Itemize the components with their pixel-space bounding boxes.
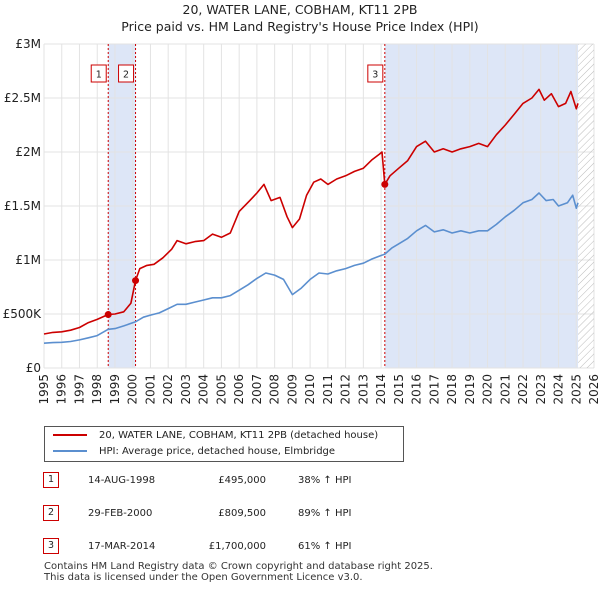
price-chart: 20, WATER LANE, COBHAM, KT11 2PB Price p… [3, 2, 600, 405]
y-tick-label: £0 [26, 361, 41, 375]
x-tick-label: 2023 [534, 374, 548, 405]
series-lines [43, 88, 579, 344]
sale-hpi-change: 89% ↑ HPI [298, 508, 352, 519]
sale-hpi-change: 38% ↑ HPI [298, 475, 352, 486]
footer-line: This data is licensed under the Open Gov… [44, 572, 363, 583]
y-tick-label: £500K [3, 307, 43, 321]
legend-swatch-hpi [53, 450, 87, 452]
forecast-hatch-area [578, 44, 594, 368]
y-tick-label: £1M [15, 253, 41, 267]
y-tick-label: £1.5M [4, 199, 41, 213]
x-axis: 1995 1996 1997 1998 1999 2000 2001 2002 2003 2004… [37, 374, 600, 405]
sale-hpi-change: 61% ↑ HPI [298, 541, 352, 552]
series-line [43, 88, 579, 335]
sale-label: 2 [123, 70, 129, 81]
x-tick-label: 1995 [37, 374, 51, 405]
x-tick-label: 1998 [90, 374, 104, 405]
x-tick-label: 2003 [179, 374, 193, 405]
x-tick-label: 2006 [232, 374, 246, 405]
sale-date: 14-AUG-1998 [88, 475, 156, 486]
x-tick-label: 2021 [498, 374, 512, 405]
legend: 20, WATER LANE, COBHAM, KT11 2PB (detach… [44, 426, 404, 462]
x-tick-label: 1999 [108, 374, 122, 405]
x-tick-label: 2022 [516, 374, 530, 405]
sale-price: £495,000 [218, 475, 266, 486]
sale-price: £809,500 [218, 508, 266, 519]
footer-attribution: Contains HM Land Registry data © Crown c… [44, 561, 433, 583]
x-tick-label: 2010 [303, 374, 317, 405]
legend-item-property: 20, WATER LANE, COBHAM, KT11 2PB (detach… [53, 430, 378, 441]
x-tick-label: 2017 [427, 374, 441, 405]
x-tick-label: 2005 [214, 374, 228, 405]
sale-price: £1,700,000 [208, 541, 266, 552]
sale-row: 2 29-FEB-2000 £809,500 89% ↑ HPI [0, 505, 600, 525]
sale-row: 1 14-AUG-1998 £495,000 38% ↑ HPI [0, 472, 600, 492]
x-tick-label: 2013 [356, 374, 370, 405]
sale-point [104, 311, 112, 319]
x-tick-label: 2002 [161, 374, 175, 405]
chart-subtitle: Price paid vs. HM Land Registry's House … [121, 19, 478, 34]
sale-markers: 1 2 3 [90, 64, 389, 319]
x-tick-label: 2024 [552, 374, 566, 405]
x-tick-label: 2012 [339, 374, 353, 405]
sale-number-badge: 2 [43, 505, 59, 521]
sale-point [132, 277, 140, 285]
sale-label: 3 [372, 70, 378, 81]
x-tick-label: 1997 [72, 374, 86, 405]
legend-swatch-property [53, 434, 87, 436]
sale-number-badge: 1 [43, 472, 59, 488]
x-tick-label: 2025 [569, 374, 583, 405]
sale-label: 1 [96, 70, 102, 81]
sale-date: 17-MAR-2014 [88, 541, 156, 552]
x-tick-label: 2009 [285, 374, 299, 405]
legend-label-hpi: HPI: Average price, detached house, Elmb… [99, 446, 336, 457]
legend-label-property: 20, WATER LANE, COBHAM, KT11 2PB (detach… [99, 430, 379, 441]
forecast-hatch [578, 44, 594, 368]
x-tick-label: 1996 [55, 374, 69, 405]
y-tick-label: £2.5M [4, 91, 41, 105]
y-axis: £0 £500K £1M £1.5M £2M £2.5M £3M [3, 37, 43, 375]
sale-label-box [90, 64, 107, 83]
series-line [43, 192, 579, 344]
sale-label-box [118, 64, 135, 83]
legend-item-hpi: HPI: Average price, detached house, Elmb… [53, 446, 335, 457]
sale-point [381, 180, 389, 188]
sale-label-box [367, 64, 384, 83]
x-tick-label: 2018 [445, 374, 459, 405]
x-tick-label: 2000 [126, 374, 140, 405]
x-tick-label: 2016 [410, 374, 424, 405]
sale-row: 3 17-MAR-2014 £1,700,000 61% ↑ HPI [0, 538, 600, 558]
x-tick-label: 2014 [374, 374, 388, 405]
x-tick-label: 2008 [268, 374, 282, 405]
x-tick-label: 2026 [587, 374, 600, 405]
y-tick-label: £3M [15, 37, 41, 51]
x-tick-label: 2007 [250, 374, 264, 405]
sale-number-badge: 3 [43, 538, 59, 554]
sale-date: 29-FEB-2000 [88, 508, 153, 519]
x-tick-label: 2004 [197, 374, 211, 405]
chart-title: 20, WATER LANE, COBHAM, KT11 2PB [183, 2, 418, 17]
x-tick-label: 2019 [463, 374, 477, 405]
y-tick-label: £2M [15, 145, 41, 159]
footer-line: Contains HM Land Registry data © Crown c… [44, 561, 433, 572]
x-tick-label: 2015 [392, 374, 406, 405]
x-tick-label: 2001 [143, 374, 157, 405]
x-tick-label: 2020 [481, 374, 495, 405]
x-tick-label: 2011 [321, 374, 335, 405]
